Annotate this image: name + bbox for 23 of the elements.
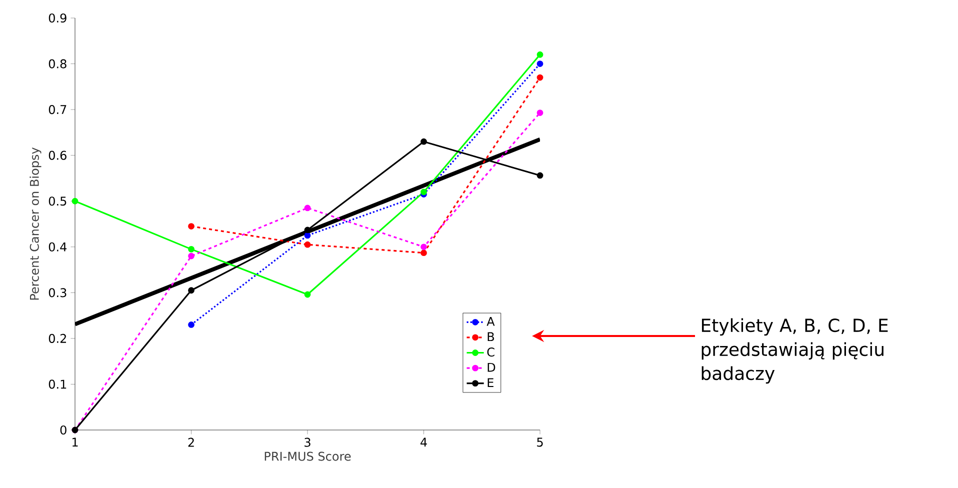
y-tick-label: 0.8	[48, 59, 66, 68]
y-tick-label: 0.5	[48, 196, 66, 206]
y-tick-label: 0.4	[48, 242, 67, 252]
y-tick-label: 0.9	[48, 13, 66, 23]
legend-label: C	[487, 348, 494, 357]
y-tick-label: 0.1	[48, 380, 66, 389]
legend-label: E	[488, 378, 494, 387]
y-tick-label: 0.6	[48, 150, 66, 160]
y-tick-label: 0	[60, 425, 66, 435]
y-axis-title: Percent Cancer on Biopsy	[30, 148, 42, 300]
x-tick-label: 1	[72, 438, 78, 447]
x-axis-title: PRI-MUS Score	[264, 452, 351, 461]
legend-label: D	[488, 362, 496, 372]
legend-label: B	[488, 332, 494, 342]
y-tick-label: 0.3	[48, 288, 66, 298]
x-tick-label: 3	[304, 438, 310, 447]
text: Etykiety A, B, C, D, E przedstawiają pięciu badaczy	[702, 318, 888, 384]
y-tick-label: 0.7	[48, 105, 66, 114]
x-tick-label: 4	[420, 438, 427, 447]
y-tick-label: 0.2	[48, 334, 66, 343]
x-tick-label: 2	[188, 438, 194, 447]
x-tick-label: 5	[537, 438, 543, 447]
legend-label: A	[486, 317, 495, 326]
